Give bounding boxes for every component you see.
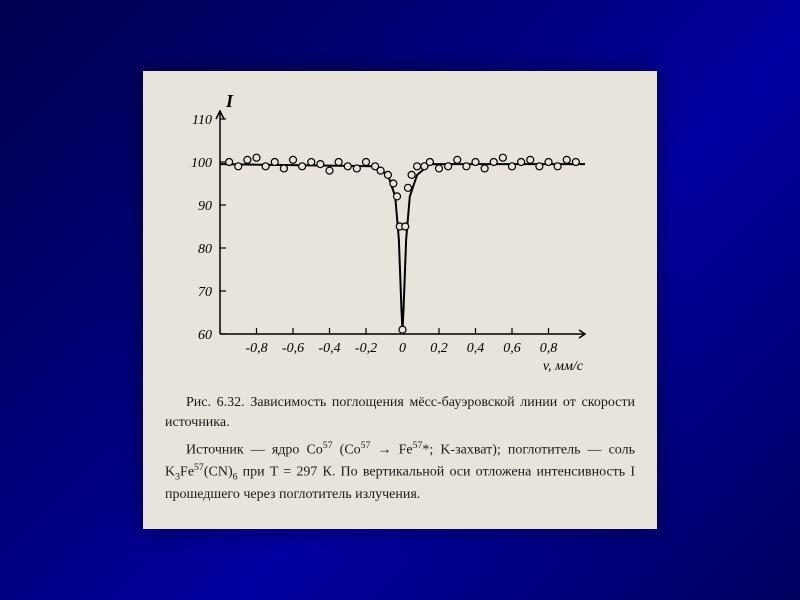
cap-t5: (CN) <box>204 465 233 480</box>
cap-t2: (Co <box>333 443 361 458</box>
mossbauer-chart: 60 70 80 90 100 110 -0,8 -0,6 -0,4 -0,2 0 0,2 0,4 0,6… <box>165 89 595 379</box>
svg-text:0: 0 <box>399 341 406 356</box>
svg-text:100: 100 <box>191 156 212 171</box>
cap-sup2: 57 <box>361 440 371 451</box>
caption-body: Источник — ядро Co57 (Co57 → Fe57*; K-за… <box>165 439 635 505</box>
svg-text:-0,2: -0,2 <box>355 341 377 356</box>
cap-t4: Fe <box>180 465 194 480</box>
svg-text:v, мм/с: v, мм/с <box>543 359 584 374</box>
figure-caption: Рис. 6.32. Зависимость поглощения мёсс-б… <box>165 393 635 506</box>
svg-text:80: 80 <box>198 242 212 257</box>
chart-svg: 60 70 80 90 100 110 -0,8 -0,6 -0,4 -0,2 0 0,2 0,4 0,6… <box>165 89 595 379</box>
svg-text:60: 60 <box>198 328 212 343</box>
svg-text:0,8: 0,8 <box>540 341 558 356</box>
paper-page: 60 70 80 90 100 110 -0,8 -0,6 -0,4 -0,2 0 0,2 0,4 0,6… <box>143 71 657 530</box>
svg-text:-0,8: -0,8 <box>245 341 267 356</box>
svg-text:-0,6: -0,6 <box>282 341 304 356</box>
caption-title: Рис. 6.32. Зависимость поглощения мёсс-б… <box>165 393 635 434</box>
svg-text:110: 110 <box>192 113 212 128</box>
svg-text:0,6: 0,6 <box>503 341 521 356</box>
cap-sup3: 57 <box>413 440 423 451</box>
cap-sup4: 57 <box>194 462 204 473</box>
cap-t1: Источник — ядро Co <box>186 443 323 458</box>
svg-text:I: I <box>225 91 234 111</box>
svg-text:90: 90 <box>198 199 212 214</box>
svg-text:0,4: 0,4 <box>467 341 485 356</box>
cap-t6: при T = 297 К. По вертикальной оси отлож… <box>165 465 635 502</box>
svg-text:70: 70 <box>198 285 212 300</box>
svg-text:-0,4: -0,4 <box>318 341 340 356</box>
cap-sup1: 57 <box>323 440 333 451</box>
cap-arrow: → Fe <box>370 443 412 458</box>
svg-text:0,2: 0,2 <box>430 341 448 356</box>
